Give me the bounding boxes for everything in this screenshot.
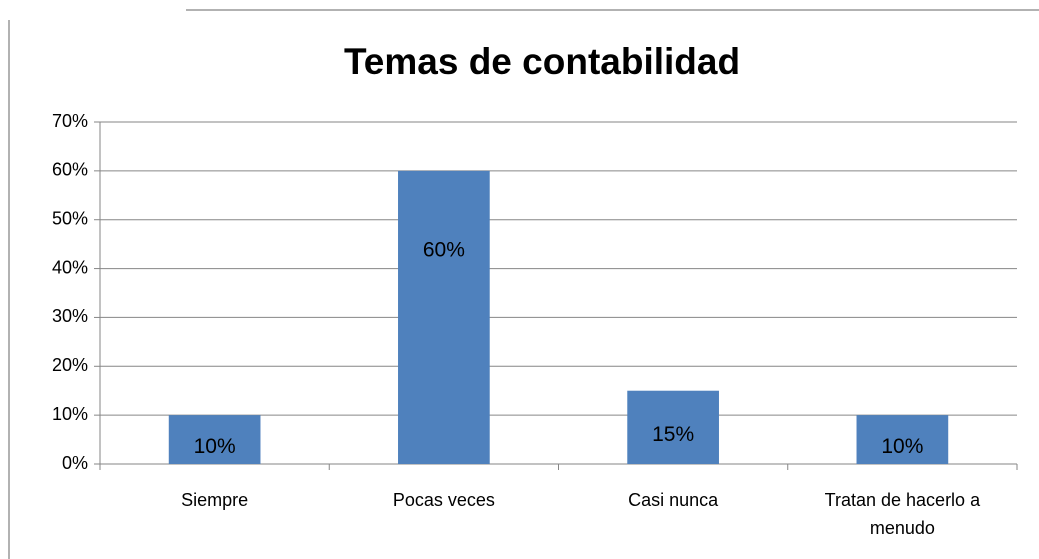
y-tick-label: 0%: [62, 453, 88, 473]
y-tick-label: 40%: [52, 257, 88, 277]
y-tick-label: 30%: [52, 306, 88, 326]
y-tick-label: 50%: [52, 208, 88, 228]
x-tick-label: Pocas veces: [392, 490, 495, 510]
bar: [398, 170, 490, 464]
y-tick-label: 60%: [52, 160, 88, 180]
bar: [856, 415, 949, 464]
data-label: 10%: [881, 435, 923, 458]
x-tick-label: Tratan de hacerlo a menudo: [824, 490, 981, 538]
data-label: 10%: [194, 435, 236, 458]
data-label: 15%: [652, 423, 694, 446]
data-label: 60%: [423, 238, 465, 261]
y-tick-label: 10%: [52, 404, 88, 424]
x-tick-label: Casi nunca: [628, 490, 719, 510]
y-tick-label: 70%: [52, 111, 88, 131]
bar: [627, 390, 719, 464]
bar: [168, 415, 261, 464]
y-tick-label: 20%: [52, 355, 88, 375]
x-tick-label: Siempre: [181, 490, 249, 510]
chart-title: Temas de contabilidad: [344, 41, 740, 82]
